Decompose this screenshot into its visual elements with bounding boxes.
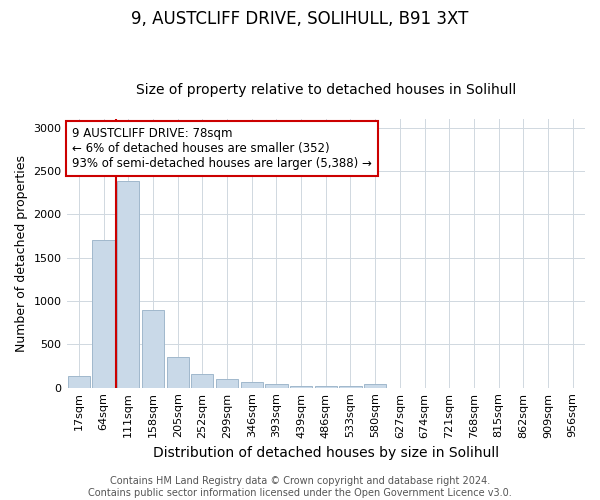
Bar <box>142 310 164 388</box>
Text: 9, AUSTCLIFF DRIVE, SOLIHULL, B91 3XT: 9, AUSTCLIFF DRIVE, SOLIHULL, B91 3XT <box>131 10 469 28</box>
Bar <box>216 380 238 388</box>
Bar <box>265 384 287 388</box>
X-axis label: Distribution of detached houses by size in Solihull: Distribution of detached houses by size … <box>153 446 499 460</box>
Text: 9 AUSTCLIFF DRIVE: 78sqm
← 6% of detached houses are smaller (352)
93% of semi-d: 9 AUSTCLIFF DRIVE: 78sqm ← 6% of detache… <box>72 127 371 170</box>
Bar <box>167 358 189 388</box>
Bar <box>117 182 139 388</box>
Text: Contains HM Land Registry data © Crown copyright and database right 2024.
Contai: Contains HM Land Registry data © Crown c… <box>88 476 512 498</box>
Bar <box>92 240 115 388</box>
Bar <box>241 382 263 388</box>
Y-axis label: Number of detached properties: Number of detached properties <box>15 155 28 352</box>
Title: Size of property relative to detached houses in Solihull: Size of property relative to detached ho… <box>136 83 516 97</box>
Bar <box>68 376 90 388</box>
Bar <box>340 386 362 388</box>
Bar <box>314 386 337 388</box>
Bar <box>191 374 214 388</box>
Bar <box>364 384 386 388</box>
Bar <box>290 386 312 388</box>
